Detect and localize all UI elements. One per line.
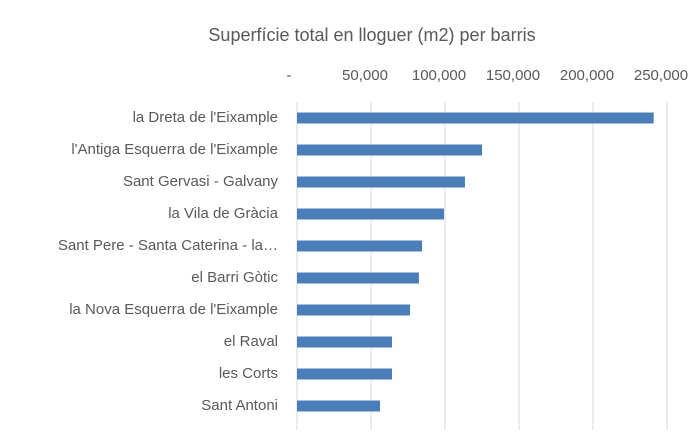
x-tick-label: 50,000 — [342, 67, 388, 84]
bar — [297, 336, 393, 348]
y-tick-label: les Corts — [219, 365, 278, 382]
chart-title: Superfície total en lloguer (m2) per bar… — [208, 25, 535, 45]
y-tick-label: Sant Gervasi - Galvany — [123, 173, 279, 190]
x-tick-label: - — [287, 67, 292, 84]
bar — [297, 176, 465, 188]
x-tick-label: 200,000 — [560, 67, 614, 84]
x-tick-label: 150,000 — [486, 67, 540, 84]
bar — [297, 144, 482, 156]
bar — [297, 272, 419, 284]
y-tick-label: la Dreta de l'Eixample — [133, 109, 278, 126]
y-tick-label: Sant Antoni — [201, 397, 278, 414]
bar — [297, 112, 654, 124]
y-tick-label: la Nova Esquerra de l'Eixample — [69, 301, 278, 318]
bar — [297, 400, 381, 412]
y-tick-label: el Barri Gòtic — [191, 269, 278, 286]
bar — [297, 208, 444, 220]
y-tick-label: l'Antiga Esquerra de l'Eixample — [71, 141, 278, 158]
x-tick-label: 250,000 — [634, 67, 688, 84]
y-tick-label: la Vila de Gràcia — [168, 205, 278, 222]
y-tick-label: Sant Pere - Santa Caterina - la… — [58, 237, 278, 254]
bar — [297, 304, 411, 316]
bar — [297, 368, 393, 380]
x-tick-label: 100,000 — [412, 67, 466, 84]
bar — [297, 240, 423, 252]
y-tick-label: el Raval — [224, 333, 278, 350]
